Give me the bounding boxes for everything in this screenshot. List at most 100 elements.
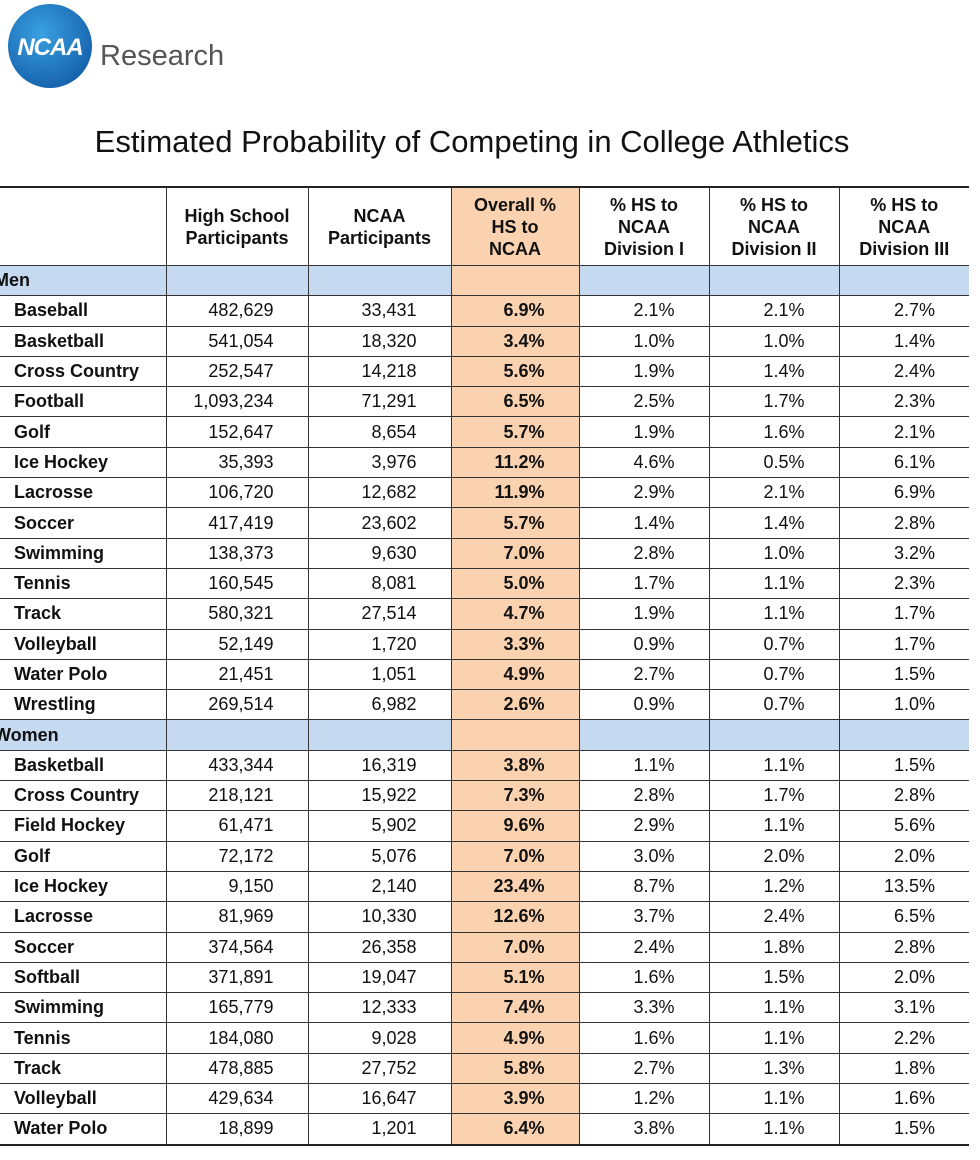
value-cell: 2.7% xyxy=(578,658,710,691)
value-cell: 5.7% xyxy=(450,416,580,448)
value-cell: 541,054 xyxy=(165,325,309,357)
section-cell xyxy=(165,719,309,751)
value-cell: 8,654 xyxy=(307,416,452,448)
column-header: Overall % HS to NCAA xyxy=(450,186,580,266)
value-cell: 3.2% xyxy=(838,537,969,569)
section-cell xyxy=(708,264,840,297)
value-cell: 3.8% xyxy=(578,1113,710,1146)
value-cell: 138,373 xyxy=(165,537,309,569)
sport-name: Track xyxy=(0,1052,167,1085)
value-cell: 1.2% xyxy=(578,1083,710,1115)
value-cell: 152,647 xyxy=(165,416,309,448)
value-cell: 478,885 xyxy=(165,1052,309,1085)
value-cell: 7.3% xyxy=(450,780,580,812)
value-cell: 1.1% xyxy=(708,598,840,630)
value-cell: 0.9% xyxy=(578,628,710,660)
value-cell: 12,333 xyxy=(307,992,452,1024)
value-cell: 1,720 xyxy=(307,628,452,660)
value-cell: 16,319 xyxy=(307,749,452,782)
value-cell: 15,922 xyxy=(307,780,452,812)
value-cell: 1.4% xyxy=(708,355,840,388)
sport-name: Golf xyxy=(0,840,167,872)
value-cell: 8,081 xyxy=(307,567,452,600)
header-line: Division II xyxy=(731,238,817,259)
value-cell: 1.7% xyxy=(838,598,969,630)
section-name: Women xyxy=(0,719,167,751)
value-cell: 1.7% xyxy=(578,567,710,600)
value-cell: 19,047 xyxy=(307,961,452,994)
value-cell: 2.8% xyxy=(838,931,969,963)
section-cell xyxy=(307,719,452,751)
header-line: NCAA xyxy=(618,216,670,237)
value-cell: 7.0% xyxy=(450,537,580,569)
header-line: High School xyxy=(184,205,290,226)
header-line: Division I xyxy=(603,238,684,259)
value-cell: 23.4% xyxy=(450,870,580,903)
value-cell: 61,471 xyxy=(165,810,309,842)
value-cell: 1.6% xyxy=(838,1083,969,1115)
value-cell: 1.7% xyxy=(708,780,840,812)
value-cell: 81,969 xyxy=(165,901,309,933)
value-cell: 2.3% xyxy=(838,386,969,418)
value-cell: 2.7% xyxy=(578,1052,710,1085)
data-row: Tennis 160,545 8,081 5.0% 1.7% 1.1% 2.3% xyxy=(0,567,969,600)
value-cell: 1.8% xyxy=(708,931,840,963)
value-cell: 2.8% xyxy=(578,537,710,569)
value-cell: 11.2% xyxy=(450,446,580,479)
value-cell: 9,028 xyxy=(307,1022,452,1054)
value-cell: 0.5% xyxy=(708,446,840,479)
value-cell: 5.6% xyxy=(450,355,580,388)
data-row: Swimming 165,779 12,333 7.4% 3.3% 1.1% 3.1% xyxy=(0,992,969,1024)
column-header: % HS to NCAA Division I xyxy=(578,186,710,266)
value-cell: 1.5% xyxy=(708,961,840,994)
header-line: Participants xyxy=(327,227,432,248)
sport-name: Volleyball xyxy=(0,1083,167,1115)
section-cell xyxy=(838,719,969,751)
sport-name: Track xyxy=(0,598,167,630)
data-row: Golf 152,647 8,654 5.7% 1.9% 1.6% 2.1% xyxy=(0,416,969,448)
value-cell: 1.4% xyxy=(838,325,969,357)
title: Estimated Probability of Competing in Co… xyxy=(94,124,850,159)
value-cell: 6.5% xyxy=(450,386,580,418)
value-cell: 1.1% xyxy=(578,749,710,782)
value-cell: 4.9% xyxy=(450,1022,580,1054)
data-row: Swimming 138,373 9,630 7.0% 2.8% 1.0% 3.2% xyxy=(0,537,969,569)
data-row: Volleyball 52,149 1,720 3.3% 0.9% 0.7% 1.7% xyxy=(0,628,969,660)
sport-name: Swimming xyxy=(0,537,167,569)
value-cell: 1.9% xyxy=(578,416,710,448)
data-row: Ice Hockey 35,393 3,976 11.2% 4.6% 0.5% 6.1% xyxy=(0,446,969,479)
value-cell: 371,891 xyxy=(165,961,309,994)
value-cell: 106,720 xyxy=(165,477,309,509)
value-cell: 1.4% xyxy=(708,507,840,539)
section-cell xyxy=(307,264,452,297)
value-cell: 23,602 xyxy=(307,507,452,539)
sport-name: Wrestling xyxy=(0,689,167,721)
value-cell: 2.0% xyxy=(838,961,969,994)
value-cell: 9,630 xyxy=(307,537,452,569)
value-cell: 1.1% xyxy=(708,749,840,782)
value-cell: 2.1% xyxy=(708,477,840,509)
value-cell: 580,321 xyxy=(165,598,309,630)
value-cell: 2.2% xyxy=(838,1022,969,1054)
section-cell xyxy=(165,264,309,297)
value-cell: 6.5% xyxy=(838,901,969,933)
value-cell: 2.9% xyxy=(578,477,710,509)
value-cell: 1.6% xyxy=(708,416,840,448)
value-cell: 0.9% xyxy=(578,689,710,721)
value-cell: 1.9% xyxy=(578,598,710,630)
value-cell: 2.1% xyxy=(578,295,710,327)
data-row: Track 580,321 27,514 4.7% 1.9% 1.1% 1.7% xyxy=(0,598,969,630)
value-cell: 0.7% xyxy=(708,689,840,721)
value-cell: 2.8% xyxy=(838,780,969,812)
brand: Research xyxy=(100,40,225,72)
data-row: Football 1,093,234 71,291 6.5% 2.5% 1.7% 2.3% xyxy=(0,386,969,418)
sport-name: Field Hockey xyxy=(0,810,167,842)
value-cell: 4.6% xyxy=(578,446,710,479)
value-cell: 160,545 xyxy=(165,567,309,600)
sport-name: Tennis xyxy=(0,567,167,600)
value-cell: 18,899 xyxy=(165,1113,309,1146)
column-header: % HS to NCAA Division III xyxy=(838,186,969,266)
data-row: Softball 371,891 19,047 5.1% 1.6% 1.5% 2.0% xyxy=(0,961,969,994)
value-cell: 3,976 xyxy=(307,446,452,479)
data-row: Water Polo 21,451 1,051 4.9% 2.7% 0.7% 1.5% xyxy=(0,658,969,691)
